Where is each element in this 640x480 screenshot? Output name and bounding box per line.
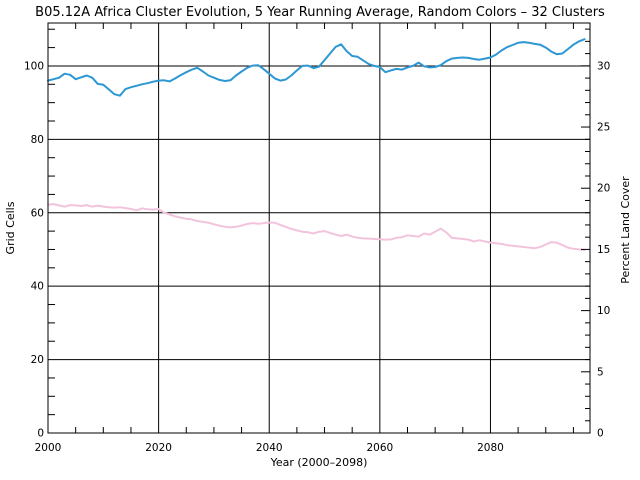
series-line-grid-cells: [47, 38, 586, 97]
x-tick-label: 2000: [35, 442, 62, 454]
y-right-tick-label: 20: [597, 183, 610, 195]
series-line-percent-land-cover: [47, 203, 586, 251]
series-layer: [47, 38, 586, 251]
tick-label-layer: 2000 2020 2040 2060 208002040608010005101520…: [24, 60, 610, 454]
chart-title: B05.12A Africa Cluster Evolution, 5 Year…: [35, 5, 605, 20]
x-tick-label: 2060: [366, 442, 393, 454]
y-right-tick-label: 5: [597, 366, 604, 378]
y-right-tick-label: 0: [597, 428, 604, 440]
x-tick-label: 2020: [145, 442, 172, 454]
y-right-tick-label: 25: [597, 122, 610, 134]
y-right-tick-label: 30: [597, 60, 610, 72]
grid-layer: [48, 23, 590, 433]
x-tick-label: 2080: [477, 442, 504, 454]
y-left-tick-label: 0: [37, 428, 44, 440]
y-left-tick-label: 20: [31, 354, 44, 366]
y-left-tick-label: 100: [24, 60, 44, 72]
y-axis-title-right: Percent Land Cover: [619, 176, 632, 284]
plot-frame: [47, 22, 591, 434]
y-left-tick-label: 80: [31, 134, 44, 146]
x-axis-title: Year (2000–2098): [270, 456, 368, 469]
y-right-tick-label: 10: [597, 305, 610, 317]
y-right-tick-label: 15: [597, 244, 610, 256]
y-left-tick-label: 40: [31, 281, 44, 293]
y-left-tick-label: 60: [31, 207, 44, 219]
x-tick-label: 2040: [256, 442, 283, 454]
axis-layer: [47, 22, 591, 434]
y-axis-title-left: Grid Cells: [4, 201, 17, 254]
